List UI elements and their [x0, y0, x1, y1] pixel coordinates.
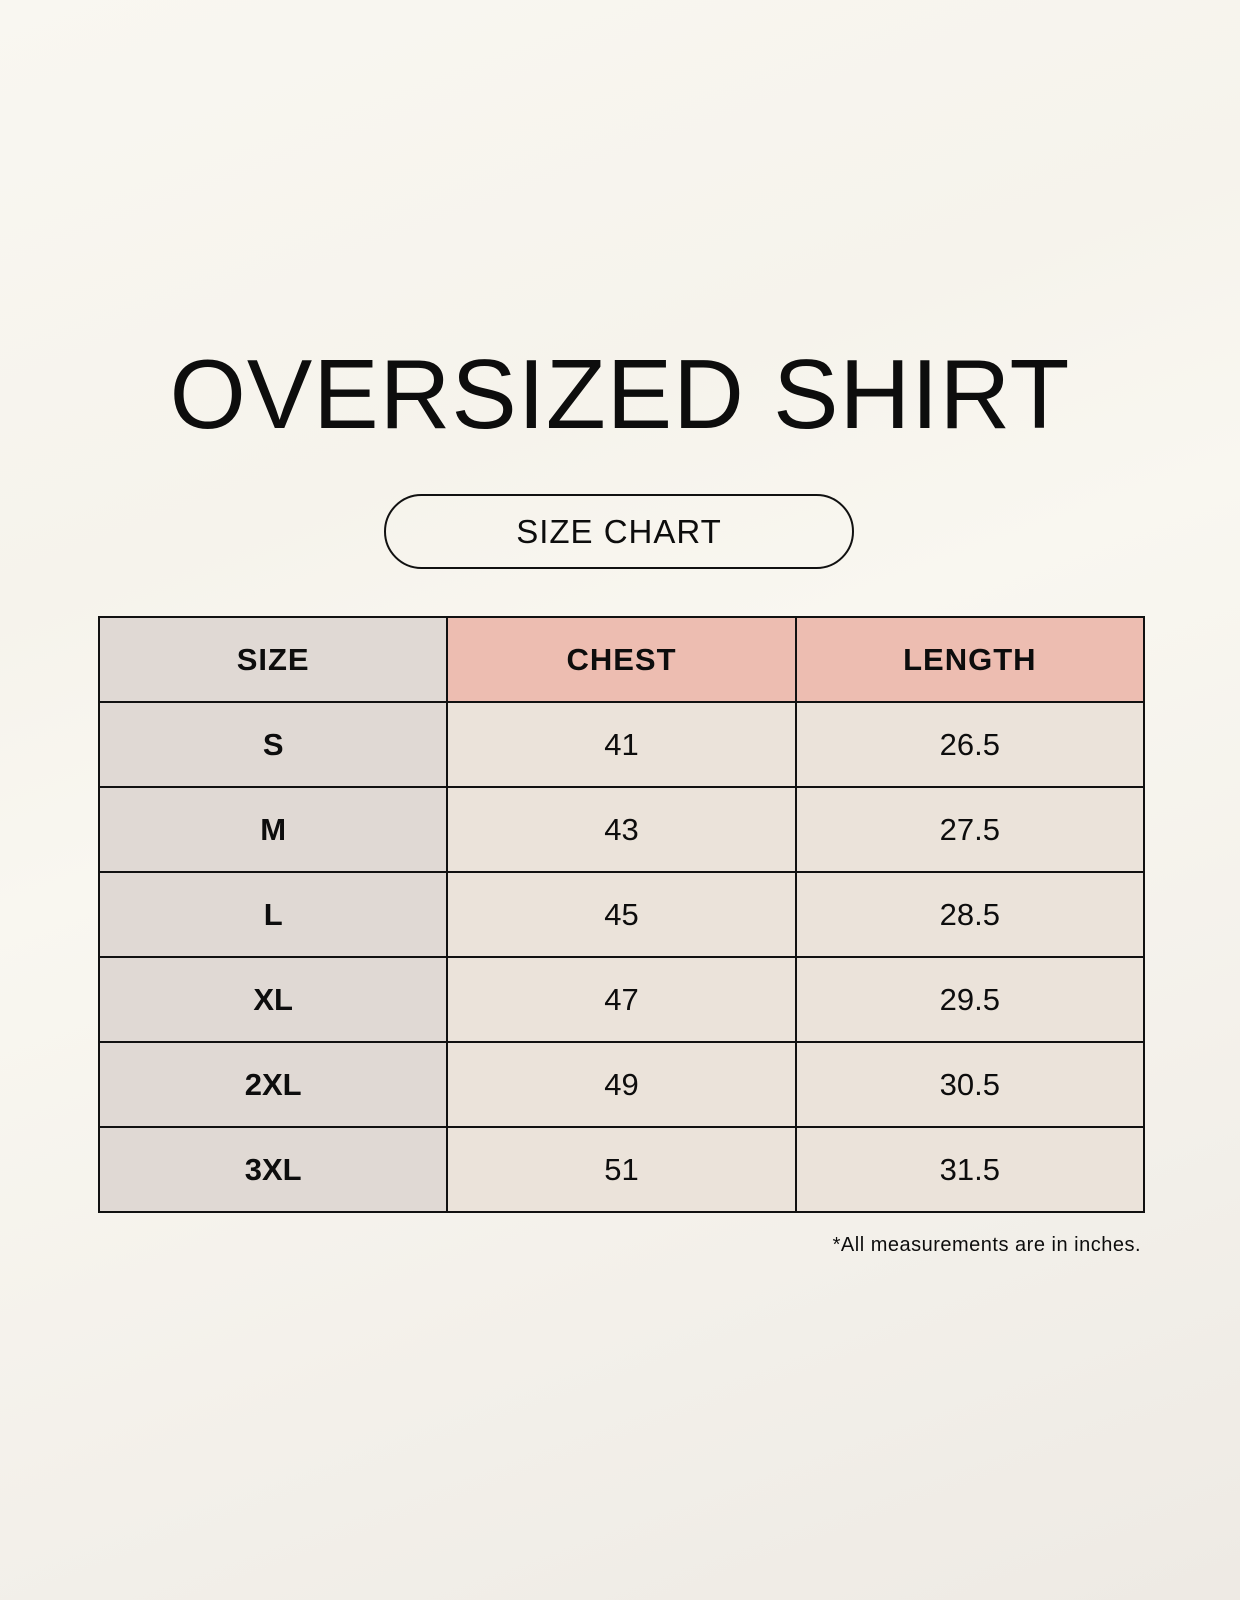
table-header-row: SIZE CHEST LENGTH [97, 616, 1146, 703]
cell-size: XL [97, 956, 449, 1043]
measurement-note: *All measurements are in inches. [832, 1234, 1141, 1256]
cell-chest: 41 [446, 701, 797, 788]
cell-size: L [97, 871, 449, 958]
header-size: SIZE [97, 616, 449, 703]
table-row: 3XL 51 31.5 [97, 1126, 1146, 1213]
cell-length: 31.5 [794, 1126, 1146, 1213]
cell-length: 29.5 [794, 956, 1146, 1043]
table-row: S 41 26.5 [97, 701, 1146, 788]
header-chest: CHEST [446, 616, 797, 703]
page-title: OVERSIZED SHIRT [169, 339, 1071, 449]
table-row: M 43 27.5 [97, 786, 1146, 873]
header-length: LENGTH [794, 616, 1146, 703]
table-row: 2XL 49 30.5 [97, 1041, 1146, 1128]
size-table: SIZE CHEST LENGTH S 41 26.5 M 43 27.5 L 45 28.5 X… [97, 616, 1146, 1213]
cell-length: 26.5 [794, 701, 1146, 788]
cell-length: 27.5 [794, 786, 1146, 873]
cell-chest: 43 [446, 786, 797, 873]
table-row: XL 47 29.5 [97, 956, 1146, 1043]
cell-chest: 45 [446, 871, 797, 958]
cell-length: 28.5 [794, 871, 1146, 958]
cell-size: S [97, 701, 449, 788]
cell-length: 30.5 [794, 1041, 1146, 1128]
cell-size: M [97, 786, 449, 873]
table-row: L 45 28.5 [97, 871, 1146, 958]
cell-chest: 49 [446, 1041, 797, 1128]
cell-size: 3XL [97, 1126, 449, 1213]
cell-size: 2XL [97, 1041, 449, 1128]
cell-chest: 47 [446, 956, 797, 1043]
cell-chest: 51 [446, 1126, 797, 1213]
size-chart-badge: SIZE CHART [384, 494, 854, 569]
